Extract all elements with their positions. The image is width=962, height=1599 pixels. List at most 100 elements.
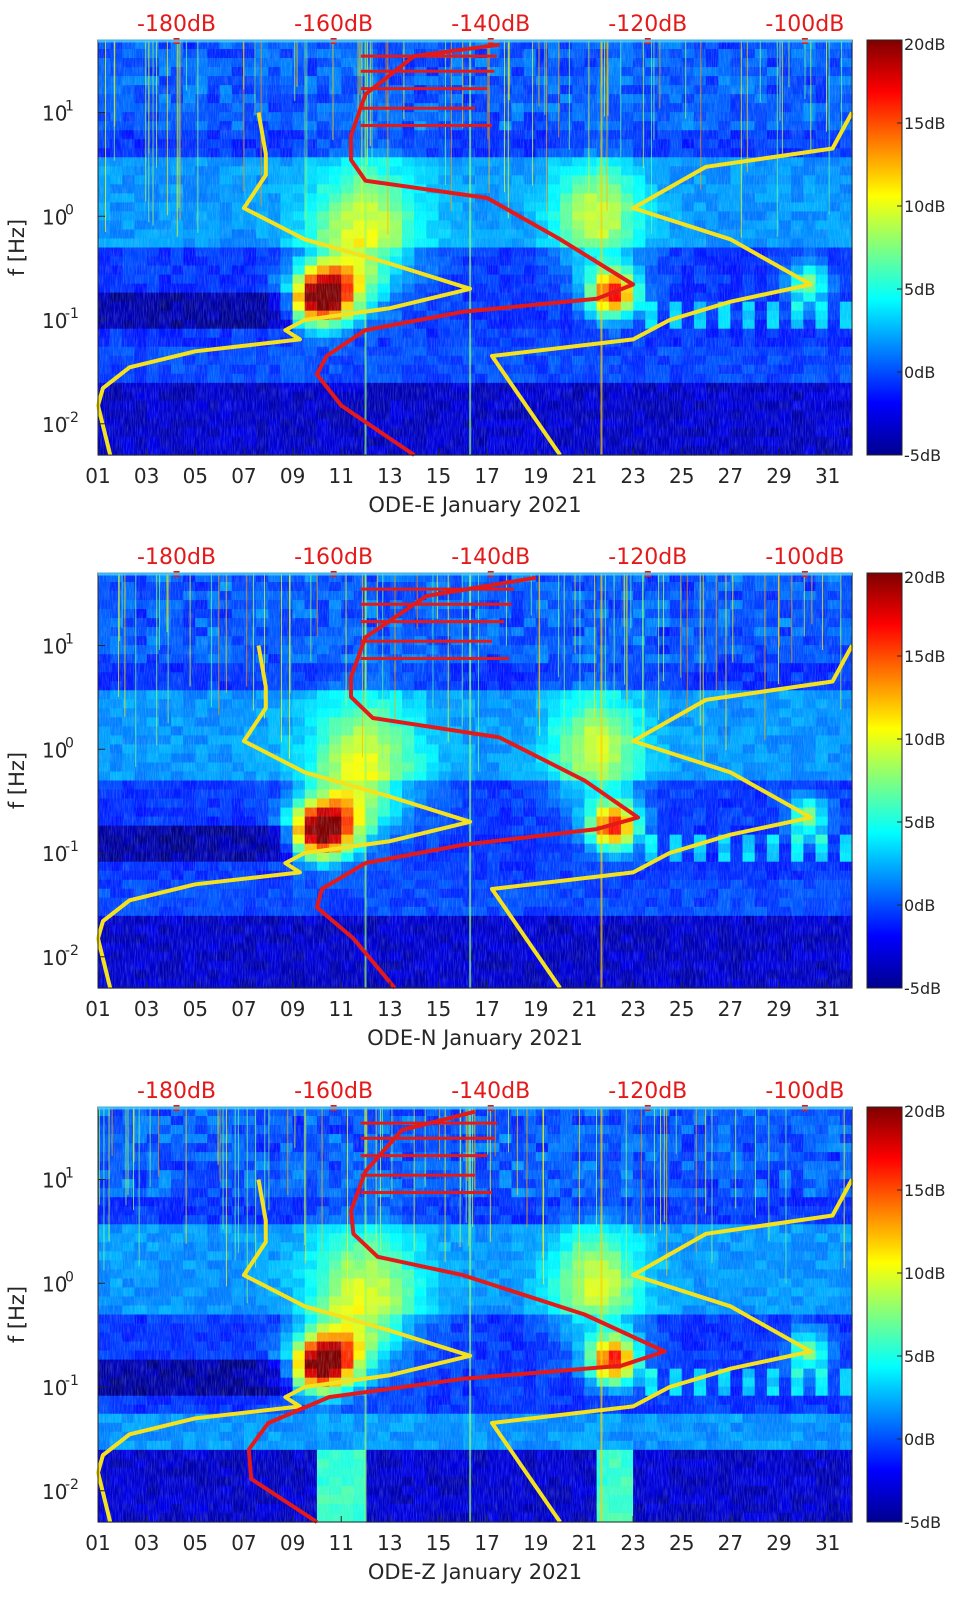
x-tick-label: 07: [231, 464, 256, 488]
x-tick-label: 21: [572, 997, 597, 1021]
y-tick-label: 10: [42, 842, 67, 866]
colorbar-label: -5dB: [904, 1513, 941, 1532]
y-tick-label: 10: [42, 413, 67, 437]
y-axis-label: f [Hz]: [5, 1286, 29, 1343]
y-tick-exponent: -2: [65, 410, 79, 426]
colorbar: 20dB 15dB 10dB 5dB 0dB -5dB: [866, 35, 946, 465]
x-tick-label: 03: [134, 1531, 159, 1555]
colorbar-label: 0dB: [904, 1430, 935, 1449]
top-db-label: -160dB: [294, 545, 373, 570]
top-db-label: -140dB: [451, 545, 530, 570]
spectrogram-image: [98, 573, 853, 989]
top-db-label: -160dB: [294, 12, 373, 37]
x-tick-label: 07: [231, 1531, 256, 1555]
y-axis-label: f [Hz]: [5, 752, 29, 809]
x-tick-label: 17: [474, 1531, 499, 1555]
spectrogram-panel-3: 01 03 05 07 09 11 13 15 17 19 21 23 25 27 29 3110-210-1…: [5, 1079, 946, 1584]
y-tick-exponent: -1: [65, 306, 79, 322]
x-tick-label: 09: [280, 464, 305, 488]
x-tick-label: 21: [572, 1531, 597, 1555]
x-tick-label: 31: [815, 997, 840, 1021]
x-tick-label: 05: [183, 997, 208, 1021]
x-tick-label: 13: [377, 464, 402, 488]
yellow-curve-left: [96, 645, 473, 989]
y-tick-label: 10: [42, 1272, 67, 1296]
top-db-label: -120dB: [608, 12, 687, 37]
x-tick-label: 03: [134, 464, 159, 488]
colorbar-label: 10dB: [904, 730, 946, 749]
x-tick-label: 23: [620, 1531, 645, 1555]
top-db-label: -180dB: [137, 545, 216, 570]
colorbar-label: 5dB: [904, 280, 935, 299]
top-db-label: -100dB: [765, 12, 844, 37]
red-psd-curve: [314, 42, 636, 457]
yellow-curve-right: [490, 1178, 854, 1524]
x-tick-label: 09: [280, 997, 305, 1021]
colorbar-label: 5dB: [904, 813, 935, 832]
x-tick-label: 13: [377, 997, 402, 1021]
spectrogram-panel-1: 01 03 05 07 09 11 13 15 17 19 21 23 25 27 29 3110-210-1…: [5, 12, 946, 517]
x-tick-label: 15: [426, 464, 451, 488]
x-axis-label: ODE-N January 2021: [367, 1026, 583, 1050]
x-tick-label: 29: [766, 997, 791, 1021]
yellow-curve-left: [96, 1179, 473, 1523]
x-tick-label: 19: [523, 464, 548, 488]
y-tick-exponent: 0: [65, 202, 74, 218]
x-tick-label: 31: [815, 464, 840, 488]
x-tick-label: 27: [718, 997, 743, 1021]
x-tick-label: 27: [718, 1531, 743, 1555]
y-tick-exponent: 1: [65, 99, 74, 115]
x-tick-label: 19: [523, 1531, 548, 1555]
x-axis-label: ODE-E January 2021: [368, 493, 581, 517]
yellow-curve-right: [490, 644, 854, 990]
x-tick-label: 13: [377, 1531, 402, 1555]
colorbar-label: 15dB: [904, 647, 946, 666]
colorbar-label: -5dB: [904, 446, 941, 465]
y-tick-label: 10: [42, 1376, 67, 1400]
x-tick-label: 25: [669, 997, 694, 1021]
colorbar-label: 15dB: [904, 114, 946, 133]
red-psd-curve: [246, 1109, 667, 1524]
x-tick-label: 01: [85, 997, 110, 1021]
x-tick-label: 23: [620, 997, 645, 1021]
colorbar-label: 20dB: [904, 1102, 946, 1121]
top-db-label: -120dB: [608, 1079, 687, 1104]
y-tick-label: 10: [42, 205, 67, 229]
colorbar-label: 5dB: [904, 1347, 935, 1366]
colorbar-label: 20dB: [904, 568, 946, 587]
x-tick-label: 05: [183, 464, 208, 488]
top-db-label: -180dB: [137, 1079, 216, 1104]
x-tick-label: 23: [620, 464, 645, 488]
yellow-curve-left: [96, 112, 473, 456]
colorbar-label: 10dB: [904, 1264, 946, 1283]
top-db-label: -100dB: [765, 1079, 844, 1104]
colorbar-label: 10dB: [904, 197, 946, 216]
top-db-label: -140dB: [451, 12, 530, 37]
x-tick-label: 29: [766, 464, 791, 488]
x-tick-label: 15: [426, 1531, 451, 1555]
y-tick-exponent: -2: [65, 1477, 79, 1493]
colorbar-label: 20dB: [904, 35, 946, 54]
x-tick-label: 11: [328, 464, 353, 488]
y-tick-exponent: -1: [65, 839, 79, 855]
colorbar: 20dB 15dB 10dB 5dB 0dB -5dB: [866, 1102, 946, 1532]
y-tick-label: 10: [42, 738, 67, 762]
colorbar-label: 0dB: [904, 363, 935, 382]
x-tick-label: 27: [718, 464, 743, 488]
y-tick-label: 10: [42, 635, 67, 659]
y-tick-label: 10: [42, 1480, 67, 1504]
y-tick-exponent: 0: [65, 735, 74, 751]
x-tick-label: 31: [815, 1531, 840, 1555]
x-tick-label: 01: [85, 1531, 110, 1555]
y-tick-exponent: 1: [65, 1166, 74, 1182]
x-tick-label: 05: [183, 1531, 208, 1555]
x-tick-label: 03: [134, 997, 159, 1021]
y-tick-label: 10: [42, 309, 67, 333]
x-tick-label: 25: [669, 464, 694, 488]
yellow-curve-right: [490, 111, 854, 457]
y-axis-label: f [Hz]: [5, 219, 29, 276]
x-tick-label: 21: [572, 464, 597, 488]
colorbar-label: -5dB: [904, 979, 941, 998]
x-tick-label: 19: [523, 997, 548, 1021]
